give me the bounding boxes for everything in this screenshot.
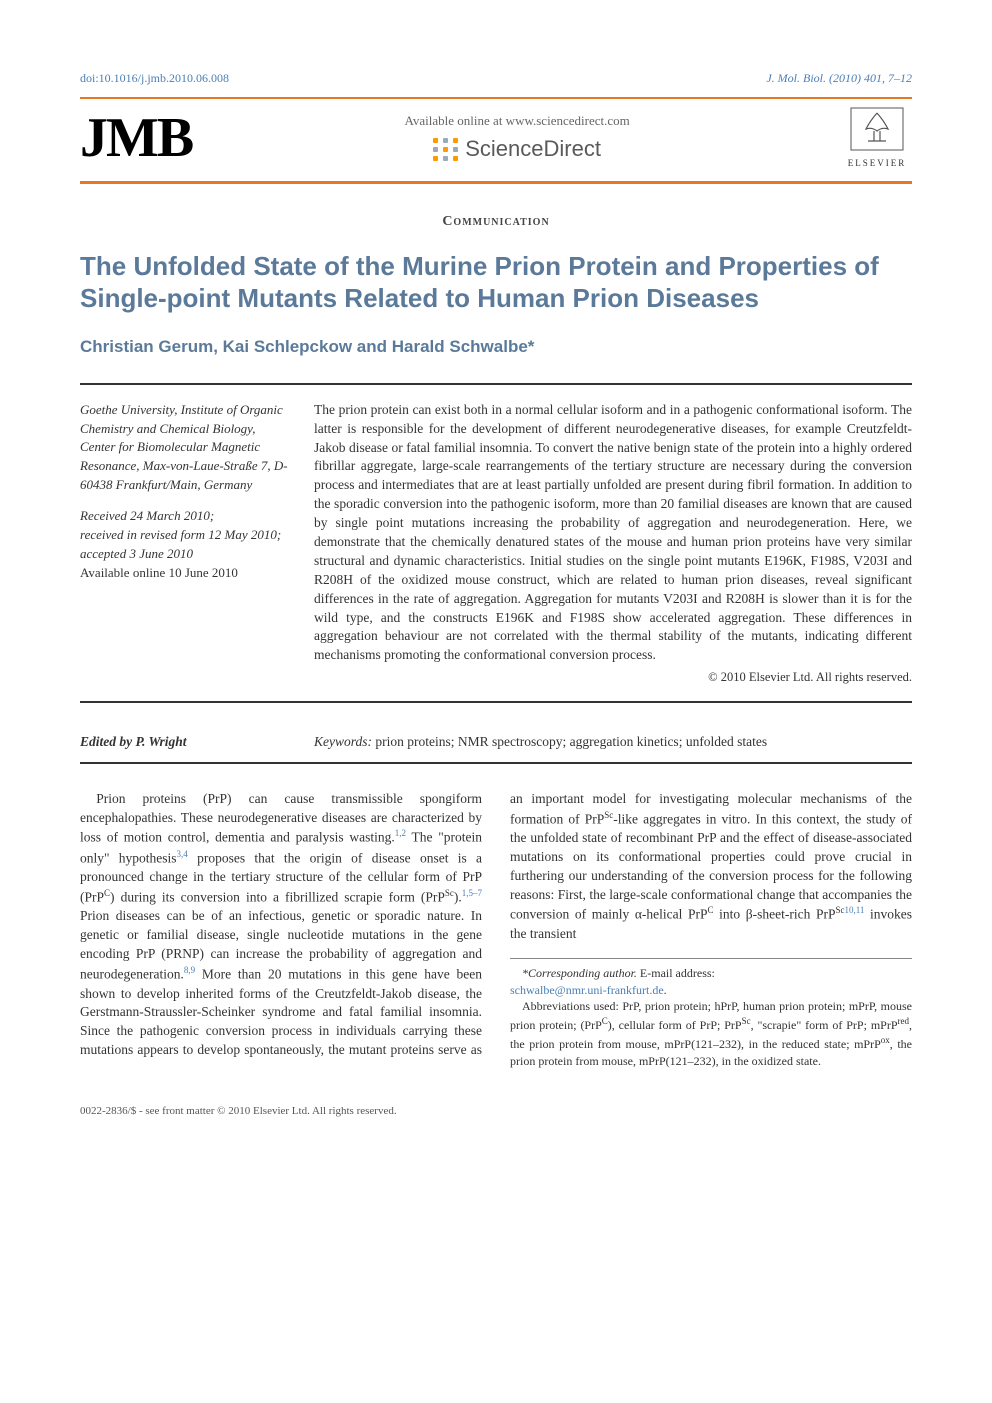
edited-by: Edited by P. Wright [80, 733, 290, 752]
affiliation: Goethe University, Institute of Organic … [80, 401, 290, 495]
history-dates: Received 24 March 2010; received in revi… [80, 507, 290, 582]
ref-link[interactable]: 1,5–7 [462, 888, 482, 898]
body-columns: Prion proteins (PrP) can cause transmiss… [80, 790, 912, 1070]
elsevier-logo: ELSEVIER [842, 107, 912, 170]
meta-abstract-row: Goethe University, Institute of Organic … [80, 383, 912, 703]
sup-text: Sc [742, 1016, 751, 1026]
ref-link[interactable]: 1,2 [395, 828, 406, 838]
body-text: into β-sheet-rich PrP [714, 907, 836, 922]
doi[interactable]: doi:10.1016/j.jmb.2010.06.008 [80, 70, 229, 87]
online-date: Available online 10 June 2010 [80, 564, 290, 583]
email-label: E-mail address: [637, 966, 715, 980]
keywords-row: Edited by P. Wright Keywords: prion prot… [80, 723, 912, 764]
header-rule-bottom [80, 181, 912, 184]
body-text: ). [454, 890, 462, 905]
doi-label: doi: [80, 71, 99, 85]
abstract-copyright: © 2010 Elsevier Ltd. All rights reserved… [314, 669, 912, 687]
abbrev-text: , "scrapie" form of PrP; mPrP [751, 1018, 898, 1032]
sciencedirect-logo: ScienceDirect [404, 134, 629, 165]
article-title: The Unfolded State of the Murine Prion P… [80, 250, 912, 315]
elsevier-text: ELSEVIER [842, 157, 912, 170]
abbreviations: Abbreviations used: PrP, prion protein; … [510, 998, 912, 1069]
revised-date: received in revised form 12 May 2010; [80, 526, 290, 545]
journal-ref: J. Mol. Biol. (2010) 401, 7–12 [766, 70, 912, 87]
doi-link[interactable]: 10.1016/j.jmb.2010.06.008 [99, 71, 229, 85]
journal-header: JMB Available online at www.sciencedirec… [80, 107, 912, 178]
sup-text: Sc [604, 810, 613, 820]
ref-link[interactable]: 3,4 [177, 849, 188, 859]
abstract-text: The prion protein can exist both in a no… [314, 402, 912, 663]
sup-text: Sc [445, 888, 454, 898]
sup-text: red [898, 1016, 910, 1026]
email-link[interactable]: schwalbe@nmr.uni-frankfurt.de [510, 983, 664, 997]
meta-column: Goethe University, Institute of Organic … [80, 401, 290, 687]
page-footer: 0022-2836/$ - see front matter © 2010 El… [80, 1104, 912, 1119]
sciencedirect-block: Available online at www.sciencedirect.co… [404, 112, 629, 165]
sd-name: ScienceDirect [465, 134, 601, 165]
header-rule-top [80, 97, 912, 99]
elsevier-tree-icon [842, 107, 912, 157]
sup-text: ox [881, 1035, 890, 1045]
sd-dots-icon [433, 138, 459, 161]
corr-label: *Corresponding author. [522, 966, 637, 980]
body-text: ) during its conversion into a fibrilliz… [110, 890, 445, 905]
abstract-column: The prion protein can exist both in a no… [314, 401, 912, 687]
keywords-text: prion proteins; NMR spectroscopy; aggreg… [375, 734, 767, 749]
authors: Christian Gerum, Kai Schlepckow and Hara… [80, 335, 912, 359]
keywords-column: Keywords: prion proteins; NMR spectrosco… [314, 733, 912, 752]
footnote-block: *Corresponding author. E-mail address: s… [510, 958, 912, 1070]
section-label: Communication [80, 212, 912, 232]
ref-link[interactable]: 10,11 [844, 905, 864, 915]
sd-available-text: Available online at www.sciencedirect.co… [404, 112, 629, 130]
abbrev-text: ), cellular form of PrP; PrP [608, 1018, 742, 1032]
accepted-date: accepted 3 June 2010 [80, 545, 290, 564]
jmb-logo: JMB [80, 116, 192, 161]
top-bar: doi:10.1016/j.jmb.2010.06.008 J. Mol. Bi… [80, 70, 912, 87]
keywords-label: Keywords: [314, 734, 372, 749]
ref-link[interactable]: 8,9 [184, 965, 195, 975]
corresponding-author: *Corresponding author. E-mail address: s… [510, 965, 912, 999]
received-date: Received 24 March 2010; [80, 507, 290, 526]
